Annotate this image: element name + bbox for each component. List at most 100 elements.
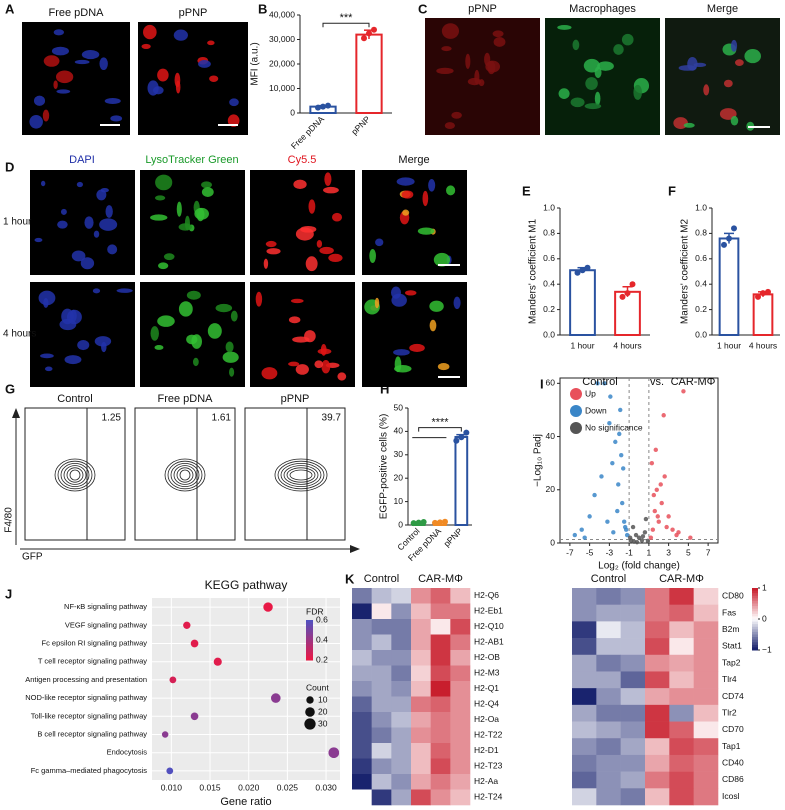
heatmap-cell (352, 588, 372, 604)
image-feature (703, 84, 710, 96)
heatmap-cell (371, 603, 392, 620)
point (649, 460, 655, 466)
colorbar-segment (752, 629, 758, 633)
image-feature (621, 33, 634, 46)
image-feature (107, 244, 118, 255)
heatmap-cell (596, 738, 621, 756)
bar (718, 237, 740, 336)
flow-title: Free pDNA (157, 393, 213, 405)
point (656, 519, 661, 524)
panel-label: G (5, 381, 15, 396)
panel-label: B (258, 1, 267, 16)
heatmap-cell (693, 604, 719, 622)
image-feature (292, 336, 310, 343)
image-feature (396, 177, 415, 186)
colorbar-segment (752, 600, 758, 604)
y-tick-label: 10 (394, 496, 404, 506)
row-label: H2-T23 (474, 761, 503, 771)
heatmap-cell (430, 727, 451, 744)
image-feature (38, 290, 56, 306)
bubble (169, 676, 177, 684)
point (661, 413, 666, 418)
heatmap-cell (645, 771, 670, 789)
heatmap-cell (411, 743, 431, 759)
image-title: pPNP (468, 3, 497, 15)
row-label: Fas (722, 607, 736, 617)
image-feature (194, 207, 209, 220)
legend-marker (306, 696, 314, 704)
image-feature (55, 70, 74, 84)
image-feature (81, 49, 100, 60)
y-tick-label: 0 (398, 519, 403, 529)
heatmap-cell (620, 604, 646, 622)
image-feature (116, 288, 133, 293)
significance-bracket (418, 427, 462, 432)
colorbar-segment (752, 611, 758, 615)
heatmap-cell (450, 650, 471, 666)
heatmap-cell (645, 671, 670, 689)
heatmap-cell (391, 712, 412, 728)
row-label: Tap1 (722, 741, 741, 751)
image-feature (263, 258, 269, 269)
panel-label: E (522, 183, 531, 198)
image-feature (305, 256, 318, 272)
flow-xlabel: GFP (22, 552, 43, 563)
heatmap-cell (352, 789, 372, 806)
x-tick-label: -1 (625, 547, 633, 557)
heatmap-cell (620, 588, 646, 605)
heatmap-cell (411, 774, 431, 790)
heatmap-cell (371, 681, 392, 697)
point (655, 514, 660, 519)
colorbar-segment (752, 642, 758, 646)
image-feature (43, 55, 60, 67)
heatmap-cell (352, 774, 372, 790)
row-label: CD40 (722, 758, 744, 768)
image-feature (374, 297, 380, 309)
x-tick-label: 7 (706, 547, 711, 557)
row-label: B2m (722, 624, 739, 634)
row-label: H2-Q1 (474, 683, 499, 693)
row-label: H2-OB (474, 652, 500, 662)
panel-label: C (418, 1, 428, 16)
heatmap-cell (693, 671, 719, 689)
image-feature (186, 334, 198, 345)
heatmap-cell (596, 604, 621, 622)
image-feature (207, 323, 222, 339)
panel-label: H (380, 381, 389, 396)
image-feature (557, 25, 572, 30)
panel-label: F (668, 183, 676, 198)
x-tick-label: 1 hour (717, 340, 741, 350)
y-tick-label: 0.0 (543, 329, 555, 339)
image-feature (446, 185, 456, 196)
y-axis-label: MFI (a.u.) (250, 42, 261, 85)
heatmap-cell (620, 654, 646, 672)
heatmap-cell (669, 771, 694, 789)
heatmap-cell (391, 758, 412, 775)
colorbar-segment (752, 634, 758, 638)
heatmap-cell (430, 619, 451, 635)
image-feature (678, 65, 697, 71)
data-point (629, 281, 636, 288)
bubble (166, 767, 174, 775)
row-label: H2-Aa (474, 776, 498, 786)
bar (752, 293, 774, 336)
point (643, 516, 649, 522)
image-feature (29, 114, 43, 129)
image-feature (105, 205, 113, 218)
heatmap-cell (596, 588, 621, 605)
image-feature (735, 59, 744, 67)
y-tick-label: 20,000 (269, 58, 295, 68)
image-title: LysoTracker Green (145, 154, 238, 166)
colorbar-segment (306, 648, 313, 651)
heatmap-cell (352, 727, 372, 744)
y-tick-label: Fc gamma–mediated phagocytosis (31, 766, 148, 775)
x-tick-label: 4 hours (749, 340, 777, 350)
data-point (731, 225, 737, 232)
point (670, 527, 675, 532)
flow-plot (24, 407, 126, 541)
heatmap-cell (645, 704, 670, 722)
x-tick-label: 0.010 (161, 782, 183, 792)
image-feature (53, 29, 65, 36)
contour (274, 458, 328, 492)
y-tick-label: 0.2 (543, 304, 555, 314)
